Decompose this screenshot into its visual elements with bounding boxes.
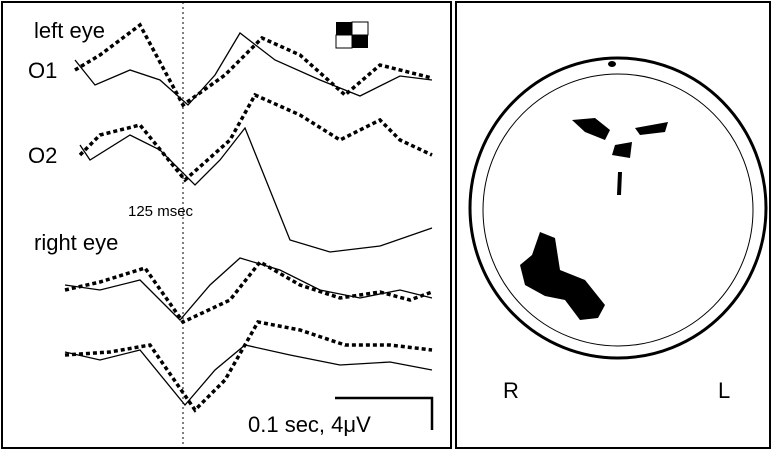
right-panel — [455, 1, 771, 449]
traces — [64, 22, 433, 413]
latency-label: 125 msec — [128, 203, 194, 220]
scale-label: 0.1 sec, 4μV — [248, 412, 371, 437]
right-eye-label: right eye — [34, 230, 118, 255]
right-hemisphere-label: R — [503, 378, 519, 403]
checkerboard-icon — [335, 21, 369, 49]
o1-label: O1 — [28, 58, 57, 83]
left-eye-label: left eye — [34, 18, 105, 43]
o2-label: O2 — [28, 143, 57, 168]
left-hemisphere-label: L — [718, 378, 730, 403]
brain-slice — [468, 56, 768, 360]
scale-bar — [335, 396, 434, 430]
left-panel — [1, 1, 452, 449]
